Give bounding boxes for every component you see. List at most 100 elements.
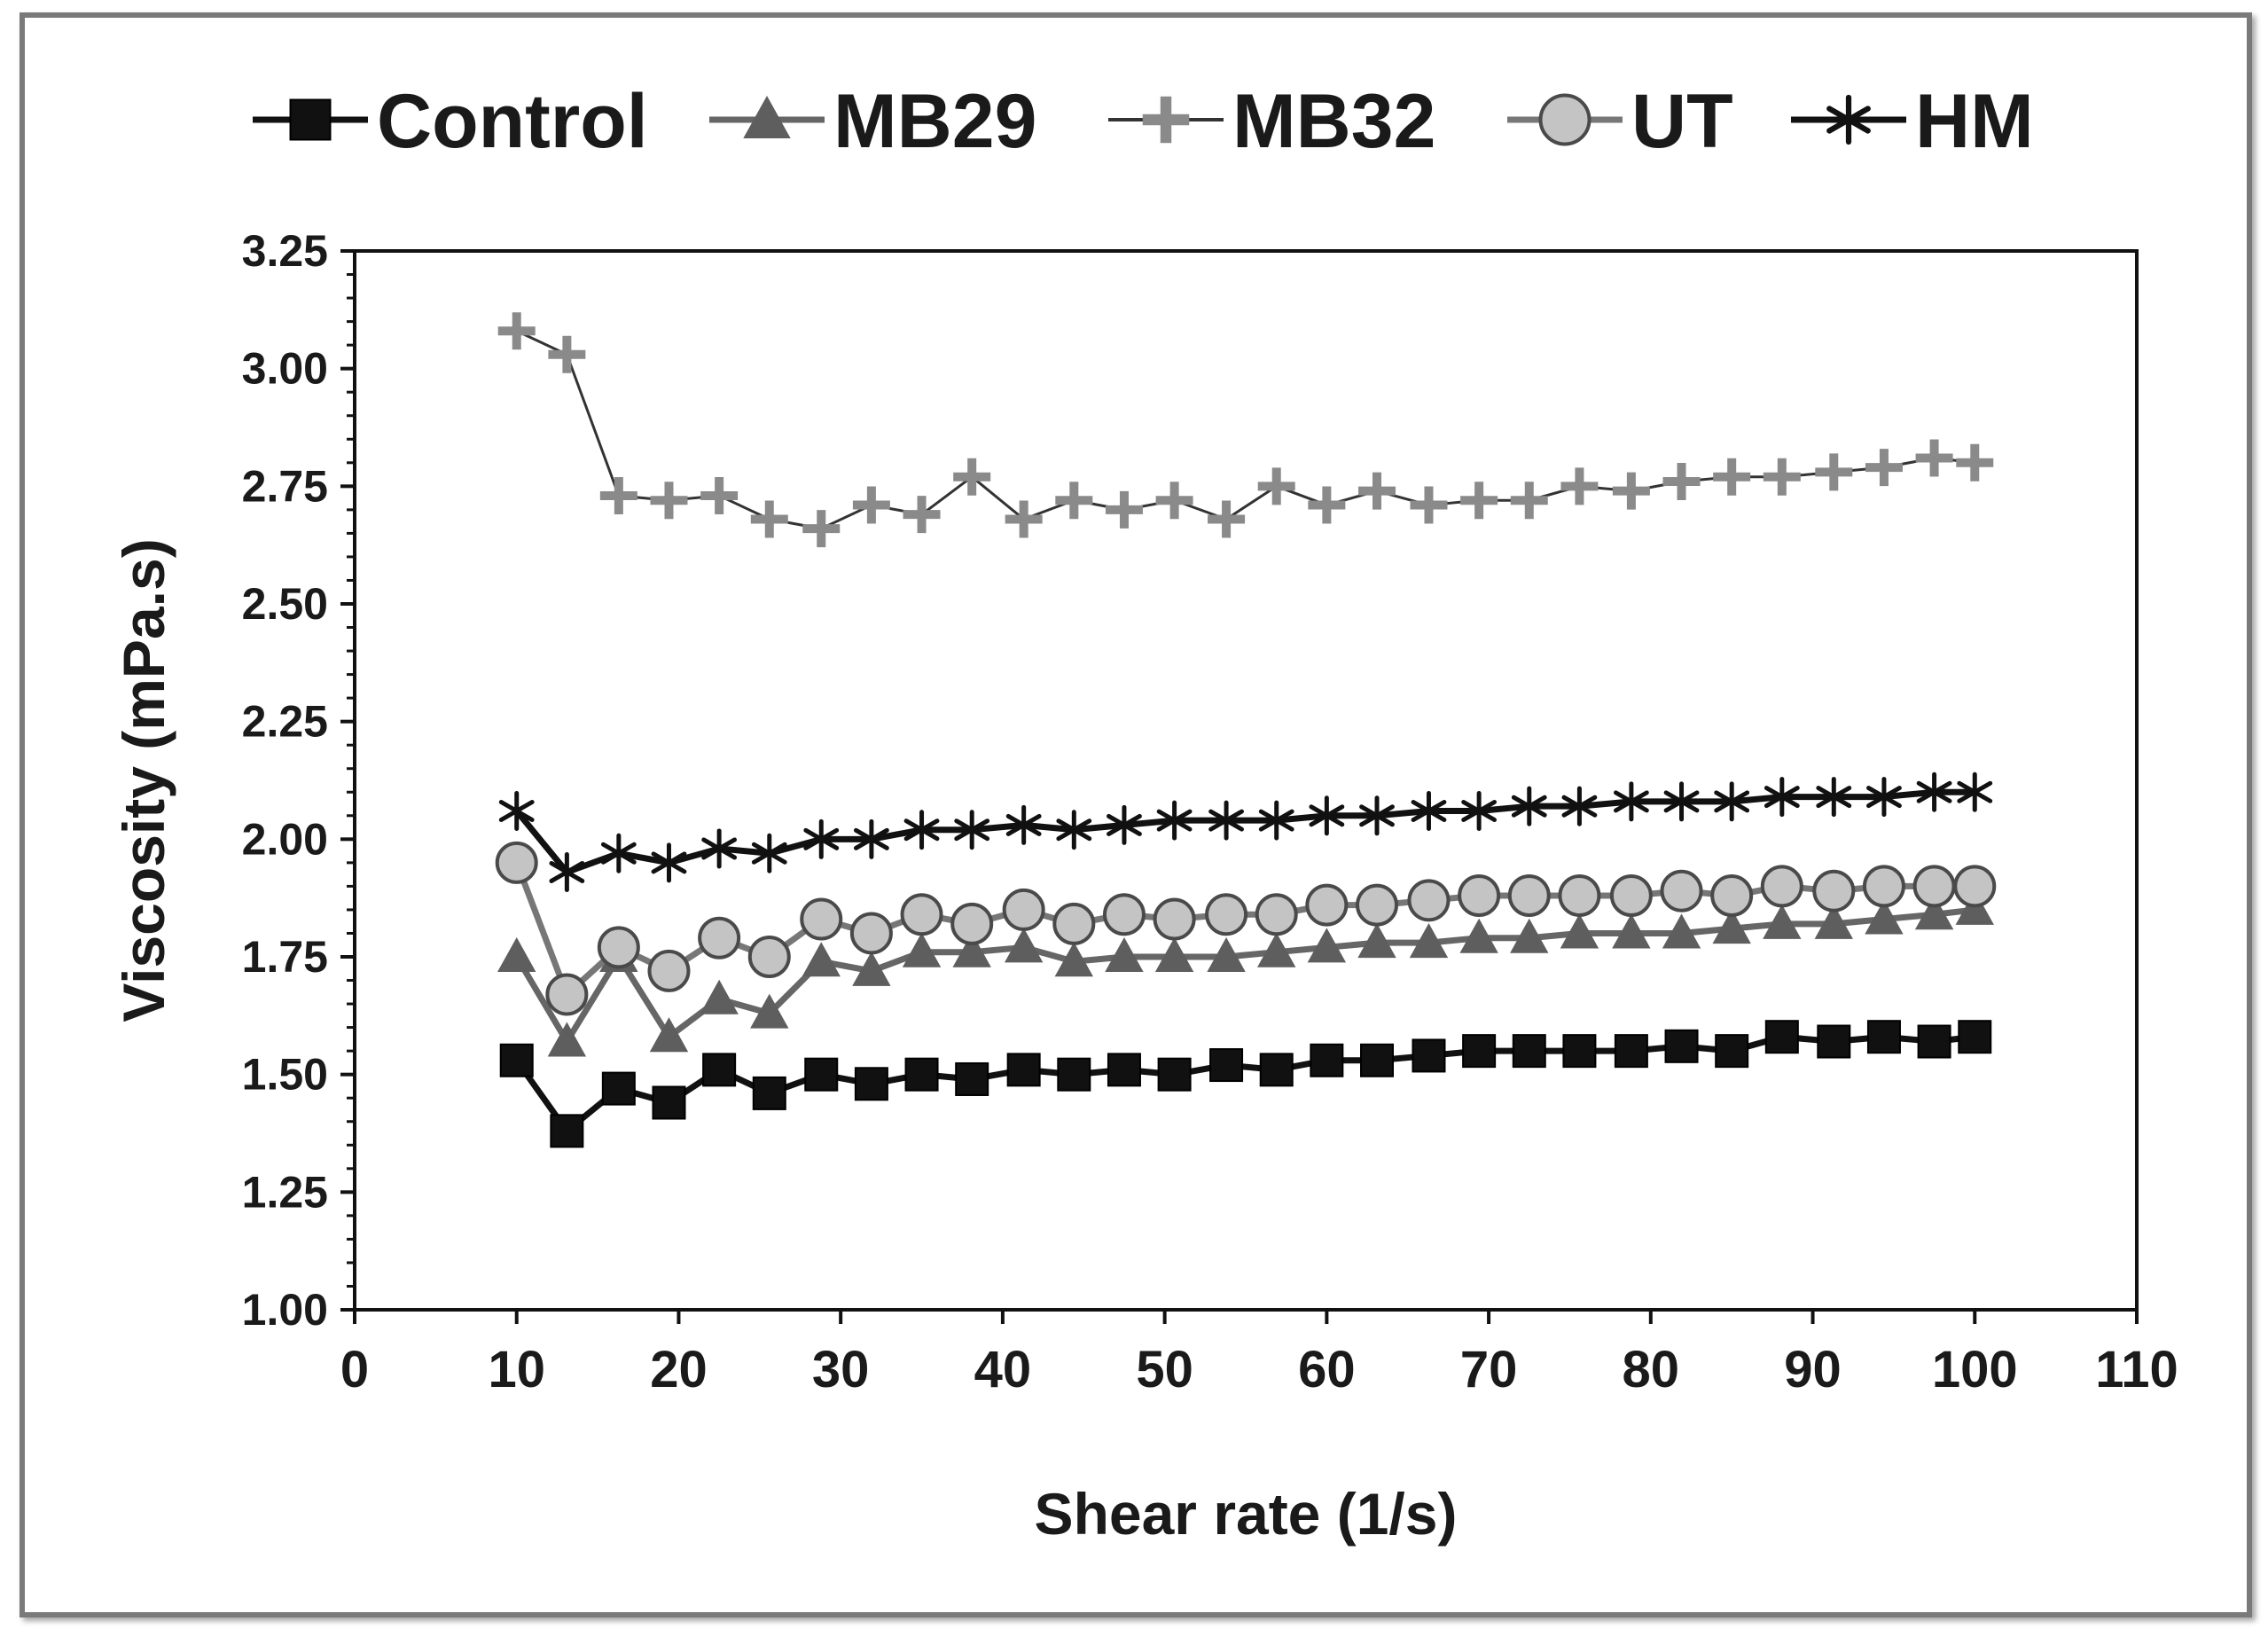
data-point bbox=[1310, 1043, 1344, 1077]
data-point bbox=[1459, 918, 1498, 953]
data-point bbox=[701, 828, 738, 869]
y-axis: 1.00 1.25 1.50 1.75 2.00 2.25 2.50 2.75 3.00 3.25 bbox=[242, 226, 355, 1335]
data-point bbox=[700, 979, 739, 1014]
data-point bbox=[1814, 904, 1853, 939]
x-tick-label: 110 bbox=[2095, 1341, 2178, 1398]
data-point bbox=[1662, 463, 1701, 501]
data-point bbox=[600, 833, 637, 873]
data-point-stroke bbox=[701, 837, 738, 860]
data-point bbox=[1663, 781, 1700, 822]
x-tick-label: 100 bbox=[1932, 1341, 2018, 1398]
data-point-stroke bbox=[751, 842, 787, 865]
data-point bbox=[1662, 913, 1701, 949]
data-point bbox=[549, 851, 585, 892]
data-point-stroke bbox=[1208, 809, 1244, 832]
series-ut bbox=[495, 841, 1997, 1016]
data-point bbox=[1305, 883, 1349, 927]
data-point-stroke bbox=[1816, 786, 1852, 809]
data-point bbox=[599, 476, 637, 514]
data-point bbox=[1562, 1034, 1597, 1069]
data-point bbox=[1955, 889, 1994, 925]
data-point-stroke bbox=[803, 827, 840, 850]
data-point bbox=[1412, 1038, 1446, 1073]
data-point bbox=[1538, 93, 1592, 146]
data-point bbox=[498, 790, 535, 831]
data-point bbox=[1107, 1053, 1141, 1087]
data-point bbox=[1411, 790, 1447, 831]
data-point bbox=[1714, 781, 1750, 822]
data-point bbox=[1609, 874, 1653, 918]
x-tick-label: 10 bbox=[488, 1341, 545, 1398]
data-point-stroke bbox=[1916, 780, 1952, 803]
data-point bbox=[1865, 899, 1904, 935]
data-point bbox=[1155, 482, 1193, 520]
data-point bbox=[1712, 909, 1751, 944]
legend-label: UT bbox=[1631, 79, 1733, 164]
data-point bbox=[1407, 879, 1451, 922]
data-point bbox=[547, 1022, 587, 1057]
data-point bbox=[1153, 897, 1196, 941]
data-point bbox=[1763, 458, 1801, 496]
data-point bbox=[852, 951, 891, 986]
series-layer bbox=[495, 312, 1997, 1148]
data-point bbox=[1862, 865, 1905, 908]
data-point bbox=[1915, 439, 1953, 477]
data-point bbox=[1356, 883, 1399, 927]
data-point-stroke bbox=[1107, 813, 1142, 836]
data-point bbox=[1764, 1020, 1799, 1054]
data-point bbox=[1207, 936, 1246, 972]
data-point bbox=[649, 1017, 689, 1053]
legend-item-mb32: MB32 bbox=[1108, 79, 1435, 164]
data-point bbox=[1560, 913, 1599, 949]
data-point bbox=[497, 312, 536, 350]
data-point bbox=[1956, 443, 1994, 482]
data-point-stroke bbox=[1461, 799, 1498, 822]
data-point bbox=[1105, 936, 1144, 972]
data-point bbox=[1815, 453, 1853, 491]
data-point-stroke bbox=[1957, 780, 1993, 803]
data-point bbox=[1357, 923, 1396, 959]
data-point bbox=[1458, 874, 1501, 918]
data-point bbox=[1764, 777, 1800, 818]
data-point bbox=[1462, 1034, 1497, 1069]
data-point bbox=[1558, 874, 1601, 918]
data-point-stroke bbox=[1613, 790, 1649, 813]
data-point bbox=[1560, 467, 1599, 505]
data-point bbox=[652, 1085, 686, 1120]
data-point bbox=[1763, 904, 1802, 939]
data-point bbox=[1512, 1034, 1546, 1069]
data-point bbox=[601, 1071, 636, 1106]
data-point bbox=[950, 902, 994, 945]
x-tick-label: 60 bbox=[1298, 1341, 1356, 1398]
data-point-stroke bbox=[1826, 106, 1871, 134]
x-tick-label: 90 bbox=[1784, 1341, 1842, 1398]
data-point bbox=[1866, 777, 1902, 818]
data-point bbox=[902, 932, 942, 967]
data-point-stroke bbox=[1258, 809, 1294, 832]
data-point bbox=[1912, 865, 1956, 908]
legend-label: MB32 bbox=[1232, 79, 1435, 164]
chart-frame bbox=[20, 12, 2252, 1617]
data-point bbox=[743, 95, 791, 138]
legend-label: MB29 bbox=[833, 79, 1036, 164]
data-point bbox=[1208, 500, 1246, 538]
data-point bbox=[1826, 94, 1871, 145]
data-point bbox=[1105, 490, 1143, 529]
data-point bbox=[1257, 467, 1295, 505]
data-point bbox=[804, 1057, 839, 1092]
data-point bbox=[1360, 1043, 1395, 1077]
data-point bbox=[1005, 500, 1043, 538]
data-point bbox=[954, 810, 990, 850]
data-point-stroke bbox=[954, 818, 990, 842]
data-point bbox=[750, 500, 788, 538]
legend: Control MB29 MB32 UT HM bbox=[253, 79, 2034, 164]
data-point bbox=[903, 810, 940, 850]
data-point bbox=[752, 1076, 786, 1110]
data-point bbox=[1613, 781, 1649, 822]
data-point bbox=[1460, 482, 1498, 520]
data-point bbox=[903, 496, 941, 534]
data-point bbox=[955, 1061, 989, 1096]
data-point bbox=[1005, 804, 1042, 845]
data-point bbox=[1307, 928, 1347, 963]
